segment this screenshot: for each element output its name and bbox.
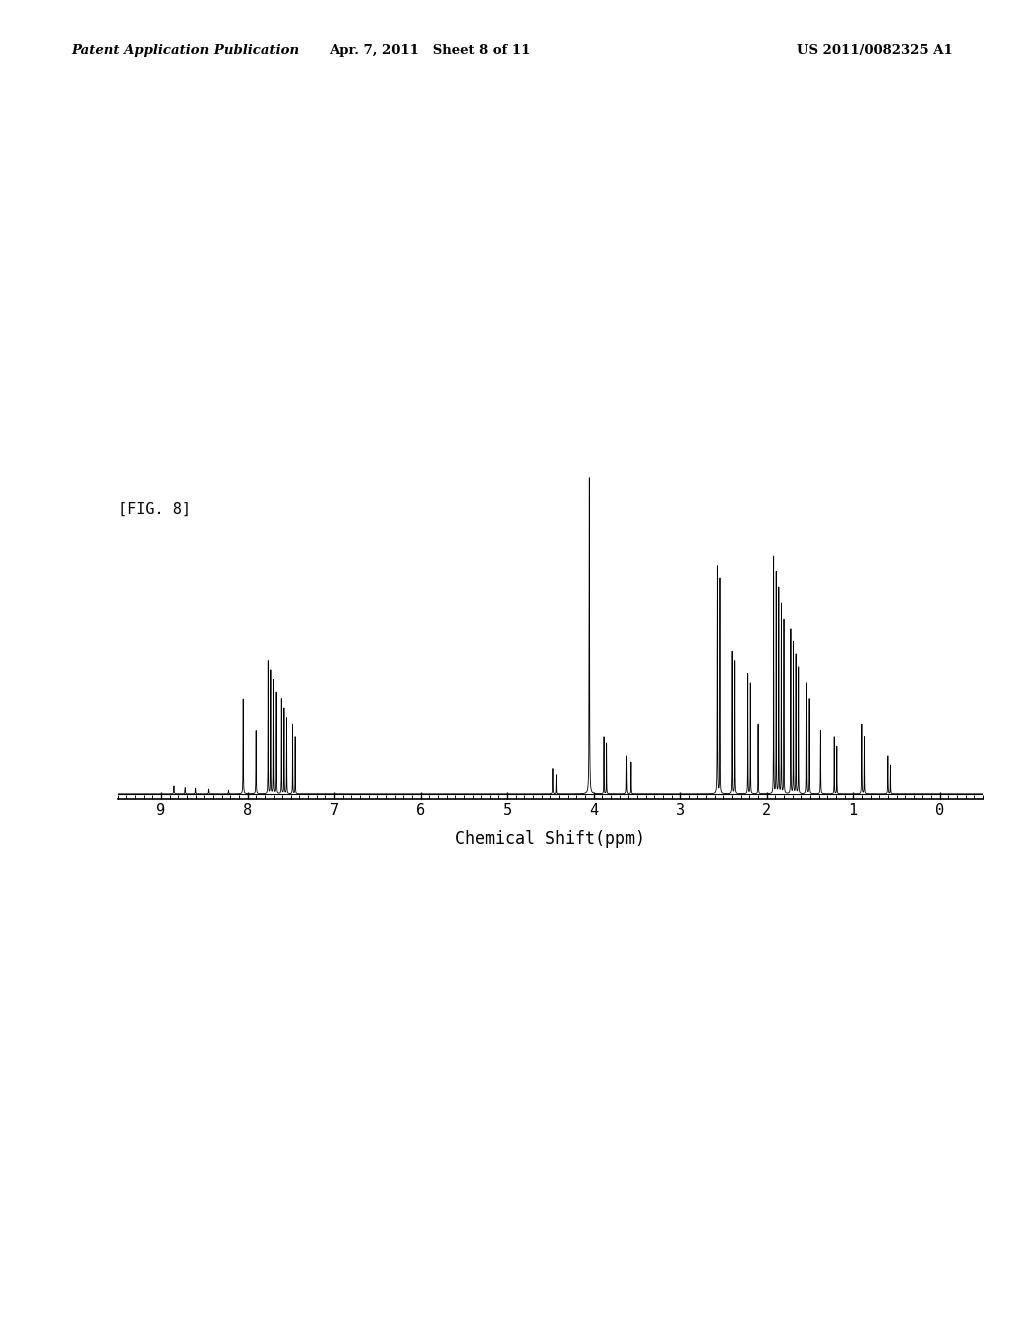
Text: Apr. 7, 2011   Sheet 8 of 11: Apr. 7, 2011 Sheet 8 of 11	[330, 44, 530, 57]
Text: US 2011/0082325 A1: US 2011/0082325 A1	[797, 44, 952, 57]
Text: Patent Application Publication: Patent Application Publication	[72, 44, 300, 57]
X-axis label: Chemical Shift(ppm): Chemical Shift(ppm)	[456, 829, 645, 847]
Text: [FIG. 8]: [FIG. 8]	[118, 502, 190, 516]
